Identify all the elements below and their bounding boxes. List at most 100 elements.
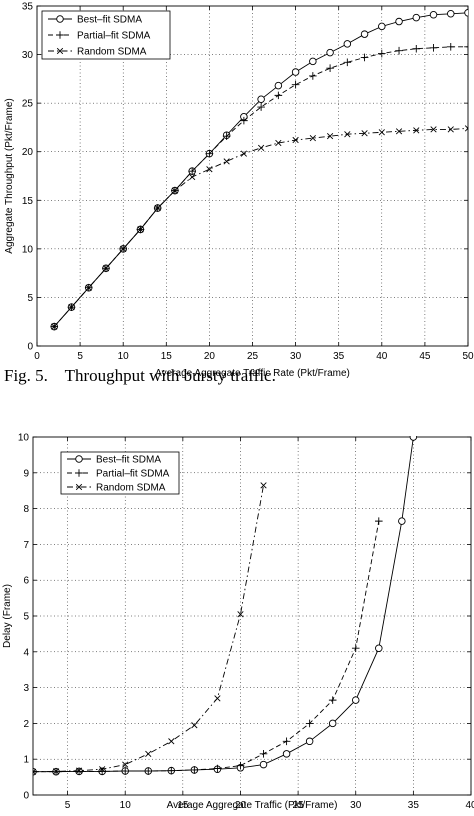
data-point xyxy=(191,722,198,729)
legend-label: Best–fit SDMA xyxy=(77,15,142,26)
data-point xyxy=(51,323,58,330)
y-tick-label: 10 xyxy=(18,433,30,444)
figure-caption: Fig. 5. Throughput with bursty traffic. xyxy=(4,366,276,386)
data-point xyxy=(154,204,161,212)
data-point xyxy=(205,149,214,158)
data-point xyxy=(222,132,231,140)
x-tick-label: 20 xyxy=(235,800,247,811)
y-tick-label: 30 xyxy=(22,50,34,61)
x-tick-label: 10 xyxy=(120,800,132,811)
x-axis-label: Average Aggregate Traffic Rate (Pkt/Fram… xyxy=(155,368,350,379)
grid xyxy=(33,437,471,795)
data-point xyxy=(121,767,130,775)
data-point xyxy=(292,136,299,144)
caption-label: Fig. 5. xyxy=(4,366,48,385)
data-point xyxy=(430,126,437,133)
chart-2: 5 10 15 20 25 30 35 40 0 1 2 3 4 5 6 7 8 9 10 Average Aggre… xyxy=(2,433,474,812)
y-tick-label: 15 xyxy=(22,196,34,207)
data-point xyxy=(259,760,268,769)
data-point xyxy=(85,284,92,291)
data-point xyxy=(236,761,245,770)
x-tick-label: 30 xyxy=(350,800,362,811)
data-point xyxy=(309,72,317,80)
data-point xyxy=(167,766,176,775)
legend-label: Best–fit SDMA xyxy=(96,455,161,466)
data-point xyxy=(122,761,129,768)
data-point xyxy=(378,129,385,136)
data-point xyxy=(395,128,403,135)
data-point xyxy=(464,125,468,132)
data-point xyxy=(206,166,213,173)
x-tick-label: 25 xyxy=(247,351,259,362)
data-point xyxy=(257,103,265,111)
legend-marker xyxy=(75,483,83,491)
data-point xyxy=(291,68,300,76)
y-tick-label: 4 xyxy=(23,647,29,658)
data-point xyxy=(309,134,316,142)
series-group xyxy=(50,9,468,331)
data-point xyxy=(361,130,368,137)
legend-label: Random SDMA xyxy=(77,47,147,58)
grid xyxy=(37,6,468,346)
data-point xyxy=(223,158,230,165)
data-point xyxy=(75,767,83,774)
data-point xyxy=(326,64,334,72)
data-point xyxy=(257,144,265,151)
data-point xyxy=(446,43,455,51)
y-tick-label: 0 xyxy=(23,791,29,802)
series-group xyxy=(33,436,418,776)
data-point xyxy=(259,750,268,758)
y-tick-label: 2 xyxy=(23,719,29,730)
data-point xyxy=(328,719,337,728)
data-point xyxy=(282,750,291,758)
data-point xyxy=(274,81,283,90)
data-point xyxy=(75,767,83,776)
data-point xyxy=(190,766,199,774)
y-axis-label: Delay (Frame) xyxy=(2,584,13,648)
data-point xyxy=(360,53,369,62)
data-point xyxy=(343,40,352,48)
data-point xyxy=(343,58,352,67)
chart-1: 0 5 10 15 20 25 30 35 40 45 50 0 5 10 15 20 25 30 35 Averag… xyxy=(4,2,474,380)
data-point xyxy=(447,10,455,18)
y-tick-label: 35 xyxy=(22,2,34,13)
data-point xyxy=(257,95,265,104)
series-line-3 xyxy=(53,127,468,327)
x-tick-label: 40 xyxy=(465,800,474,811)
data-point xyxy=(378,49,386,58)
legend-marker xyxy=(56,15,64,23)
series-line-2 xyxy=(53,46,468,327)
data-point xyxy=(360,30,369,38)
data-point xyxy=(120,245,127,252)
data-point xyxy=(305,737,314,746)
data-point xyxy=(326,48,334,57)
data-point xyxy=(145,750,152,757)
legend: Best–fit SDMA Partial–fit SDMA Random SDMA xyxy=(41,10,171,60)
data-point xyxy=(33,768,37,775)
x-tick-label: 10 xyxy=(118,351,130,362)
x-tick-label: 30 xyxy=(290,351,302,362)
data-point xyxy=(260,482,267,489)
x-tick-label: 25 xyxy=(293,800,305,811)
x-tick-label: 45 xyxy=(419,351,431,362)
caption-text: Throughput with bursty traffic. xyxy=(64,366,276,385)
data-point xyxy=(374,517,383,525)
y-tick-label: 1 xyxy=(23,755,29,766)
x-tick-label: 35 xyxy=(333,351,345,362)
data-point xyxy=(291,80,300,89)
legend-label: Random SDMA xyxy=(96,483,166,494)
x-tick-label: 40 xyxy=(376,351,388,362)
y-tick-label: 9 xyxy=(23,468,29,479)
legend-label: Partial–fit SDMA xyxy=(96,469,170,480)
data-point xyxy=(171,187,179,194)
data-point xyxy=(188,167,196,175)
data-point xyxy=(189,173,196,181)
x-tick-label: 15 xyxy=(161,351,173,362)
data-point xyxy=(68,304,75,311)
data-point xyxy=(464,9,468,17)
y-tick-label: 5 xyxy=(23,612,29,623)
y-tick-label: 5 xyxy=(27,293,33,304)
data-point xyxy=(275,139,282,147)
data-point xyxy=(274,91,283,100)
data-point xyxy=(214,695,221,702)
